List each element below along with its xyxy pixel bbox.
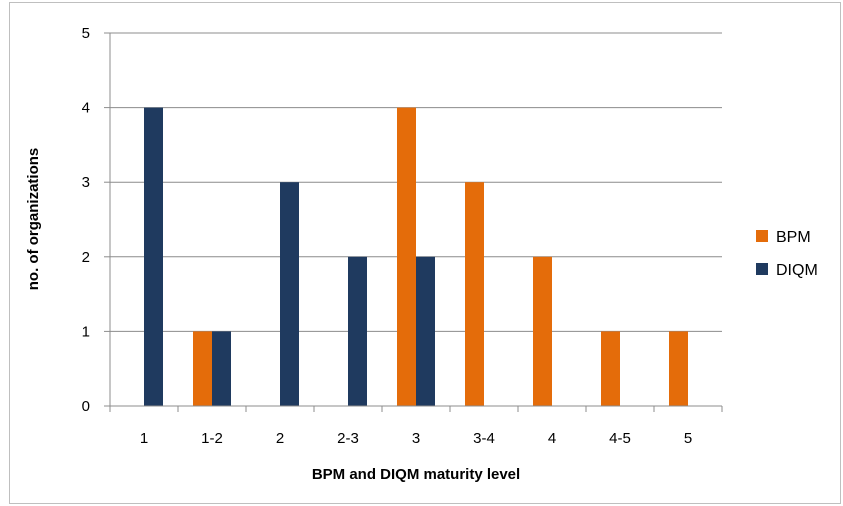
bar-diqm-2-3 <box>348 256 367 406</box>
legend-swatch-bpm <box>756 230 768 242</box>
axes <box>104 32 723 412</box>
x-tick-label: 4-5 <box>609 430 631 447</box>
x-tick-label: 3-4 <box>473 430 495 447</box>
y-tick-labels: 0 1 2 3 4 5 <box>82 25 90 415</box>
bar-bpm-1-2 <box>193 331 212 406</box>
bar-bpm-3-4 <box>465 182 484 406</box>
y-tick-label: 4 <box>82 100 90 117</box>
y-tick-label: 3 <box>82 174 90 191</box>
legend: BPM DIQM <box>756 229 818 279</box>
legend-label-diqm: DIQM <box>776 262 818 279</box>
y-tick-label: 0 <box>82 398 90 415</box>
legend-swatch-diqm <box>756 263 768 275</box>
y-tick-label: 1 <box>82 323 90 340</box>
x-tick-label: 1-2 <box>201 430 223 447</box>
bar-bpm-4 <box>533 256 552 406</box>
y-axis-title: no. of organizations <box>25 148 42 291</box>
x-tick-label: 2-3 <box>337 430 359 447</box>
bar-diqm-1 <box>144 107 163 406</box>
bar-diqm-3 <box>416 256 435 406</box>
x-tick-label: 5 <box>684 430 692 447</box>
x-axis-title: BPM and DIQM maturity level <box>312 466 520 483</box>
bars <box>144 107 688 406</box>
y-tick-label: 5 <box>82 25 90 42</box>
x-tick-label: 4 <box>548 430 556 447</box>
bar-bpm-5 <box>669 331 688 406</box>
x-tick-label: 3 <box>412 430 420 447</box>
x-tick-labels: 1 1-2 2 2-3 3 3-4 4 4-5 5 <box>140 430 692 447</box>
y-tick-label: 2 <box>82 249 90 266</box>
bar-diqm-1-2 <box>212 331 231 406</box>
bar-bpm-4-5 <box>601 331 620 406</box>
legend-label-bpm: BPM <box>776 229 811 246</box>
x-tick-label: 1 <box>140 430 148 447</box>
x-tick-label: 2 <box>276 430 284 447</box>
bar-diqm-2 <box>280 182 299 406</box>
bar-bpm-3 <box>397 107 416 406</box>
